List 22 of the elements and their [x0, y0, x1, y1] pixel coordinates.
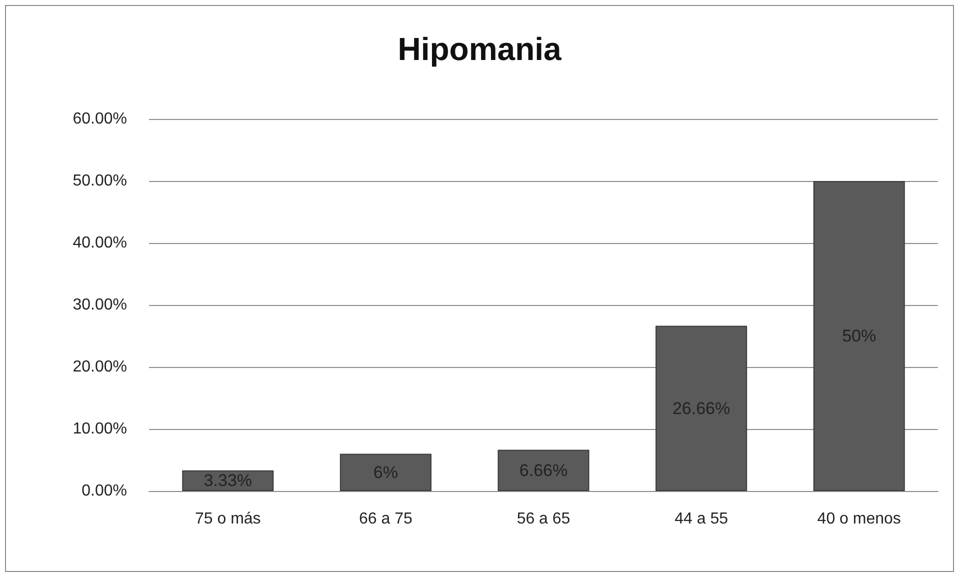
data-label: 50% — [842, 326, 876, 346]
x-tick-label: 40 o menos — [817, 510, 901, 528]
bar — [340, 454, 432, 491]
data-label: 26.66% — [672, 398, 730, 418]
y-tick-label: 10.00% — [72, 420, 127, 438]
y-tick-label: 30.00% — [72, 296, 127, 314]
y-tick-label: 40.00% — [72, 234, 127, 252]
data-label: 6.66% — [519, 460, 568, 480]
bar — [656, 326, 748, 491]
x-tick-label: 66 a 75 — [359, 510, 412, 528]
y-tick-label: 0.00% — [82, 482, 127, 500]
bar — [498, 450, 590, 491]
data-label: 6% — [373, 462, 398, 482]
x-tick-label: 56 a 65 — [516, 510, 570, 528]
y-tick-label: 20.00% — [72, 358, 127, 376]
y-tick-label: 50.00% — [72, 172, 127, 190]
chart-title: Hipomania — [398, 31, 562, 67]
bar — [813, 181, 905, 491]
x-tick-label: 44 a 55 — [674, 510, 728, 528]
y-tick-label: 60.00% — [72, 110, 127, 128]
data-label: 3.33% — [204, 471, 252, 490]
x-tick-label: 75 o más — [194, 510, 261, 528]
